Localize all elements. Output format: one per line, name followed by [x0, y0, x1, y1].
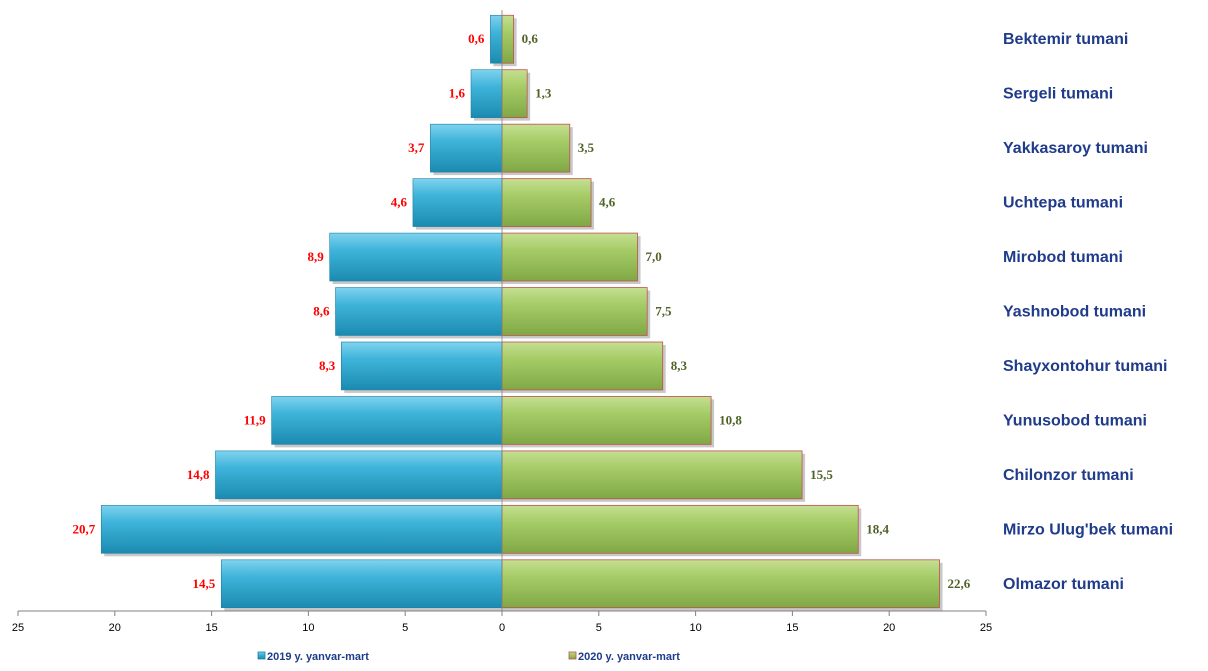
- value-label-2020-olmazor-tumani: 22,6: [948, 576, 971, 591]
- value-label-2019-mirzo-ulug-bek-tumani: 20,7: [72, 521, 95, 536]
- legend-item-2019: 2019 y. yanvar-mart: [257, 651, 369, 663]
- value-label-2019-sergeli-tumani: 1,6: [449, 86, 466, 101]
- bar-2020-yashnobod-tumani: [501, 287, 648, 336]
- bar-2020-yunusobod-tumani: [501, 396, 712, 445]
- bar-2020-mirzo-ulug-bek-tumani: [501, 504, 859, 554]
- value-label-2020-bektemir-tumani: 0,6: [522, 31, 539, 46]
- series-2020-bars: [501, 14, 943, 611]
- category-label-shayxontohur-tumani: Shayxontohur tumani: [1003, 358, 1167, 375]
- bar-2019-uchtepa-tumani: [412, 178, 503, 227]
- bar-2020-uchtepa-tumani: [501, 178, 592, 227]
- x-tick-label: 0: [499, 622, 505, 634]
- x-tick-label: 25: [980, 622, 992, 634]
- value-label-2020-chilonzor-tumani: 15,5: [810, 467, 833, 482]
- value-label-2019-mirobod-tumani: 8,9: [307, 249, 324, 264]
- value-label-2020-mirzo-ulug-bek-tumani: 18,4: [866, 521, 889, 536]
- value-label-2020-mirobod-tumani: 7,0: [646, 249, 662, 264]
- category-label-mirzo-ulug-bek-tumani: Mirzo Ulug'bek tumani: [1003, 521, 1173, 538]
- value-label-2019-yashnobod-tumani: 8,6: [313, 304, 330, 319]
- legend-item-2019-label: 2019 y. yanvar-mart: [267, 651, 369, 663]
- bar-2020-shayxontohur-tumani: [501, 341, 664, 391]
- bar-2020-chilonzor-tumani: [501, 450, 803, 500]
- category-label-mirobod-tumani: Mirobod tumani: [1003, 249, 1123, 266]
- value-label-2019-yakkasaroy-tumani: 3,7: [408, 140, 425, 155]
- bar-2019-olmazor-tumani: [220, 559, 503, 609]
- value-label-2019-chilonzor-tumani: 14,8: [187, 467, 210, 482]
- x-tick-label: 5: [402, 622, 408, 634]
- x-tick-label: 15: [786, 622, 798, 634]
- legend-item-2020: 2020 y. yanvar-mart: [568, 651, 680, 663]
- category-label-uchtepa-tumani: Uchtepa tumani: [1003, 195, 1123, 212]
- value-label-2020-sergeli-tumani: 1,3: [535, 86, 552, 101]
- value-label-2020-shayxontohur-tumani: 8,3: [671, 358, 688, 373]
- bar-2019-sergeli-tumani: [470, 69, 503, 118]
- value-label-2019-shayxontohur-tumani: 8,3: [319, 358, 336, 373]
- category-label-sergeli-tumani: Sergeli tumani: [1003, 86, 1113, 103]
- x-tick-label: 10: [689, 622, 701, 634]
- bar-2019-mirzo-ulug-bek-tumani: [100, 505, 503, 554]
- x-tick-label: 5: [596, 622, 602, 634]
- value-label-2019-olmazor-tumani: 14,5: [193, 576, 216, 591]
- bar-2020-bektemir-tumani: [501, 14, 515, 64]
- legend-item-2019-swatch: [257, 651, 266, 660]
- category-label-yunusobod-tumani: Yunusobod tumani: [1003, 412, 1147, 429]
- value-label-2020-yunusobod-tumani: 10,8: [719, 412, 742, 427]
- bar-2019-bektemir-tumani: [490, 14, 503, 64]
- legend-item-2020-swatch: [568, 651, 577, 660]
- category-label-chilonzor-tumani: Chilonzor tumani: [1003, 467, 1134, 484]
- value-label-2020-yashnobod-tumani: 7,5: [655, 304, 672, 319]
- value-label-2019-bektemir-tumani: 0,6: [468, 31, 485, 46]
- value-label-2019-uchtepa-tumani: 4,6: [391, 195, 408, 210]
- bar-2020-olmazor-tumani: [501, 559, 940, 609]
- bar-2020-yakkasaroy-tumani: [501, 123, 571, 173]
- category-label-yakkasaroy-tumani: Yakkasaroy tumani: [1003, 140, 1148, 157]
- category-label-olmazor-tumani: Olmazor tumani: [1003, 576, 1124, 593]
- bar-2019-shayxontohur-tumani: [341, 341, 503, 391]
- x-axis: 25 20 15 10 5 0 5 10 15 20 25: [12, 10, 992, 634]
- bar-2019-yashnobod-tumani: [335, 287, 503, 336]
- value-label-2019-yunusobod-tumani: 11,9: [244, 412, 267, 427]
- bar-2019-yakkasaroy-tumani: [430, 123, 503, 173]
- bar-2019-chilonzor-tumani: [215, 450, 503, 500]
- category-labels: Bektemir tumani Sergeli tumani Yakkasaroy …: [1003, 31, 1173, 593]
- legend-item-2020-label: 2020 y. yanvar-mart: [578, 651, 680, 663]
- x-tick-label: 10: [302, 622, 314, 634]
- value-label-2020-yakkasaroy-tumani: 3,5: [578, 140, 595, 155]
- bar-2019-mirobod-tumani: [329, 232, 503, 282]
- x-tick-label: 20: [883, 622, 895, 634]
- bar-2020-sergeli-tumani: [501, 69, 528, 119]
- category-label-yashnobod-tumani: Yashnobod tumani: [1003, 304, 1146, 321]
- x-tick-label: 15: [205, 622, 217, 634]
- x-tick-label: 20: [109, 622, 121, 634]
- category-label-bektemir-tumani: Bektemir tumani: [1003, 31, 1128, 48]
- bar-2020-mirobod-tumani: [501, 232, 638, 282]
- series-2019-bars: [100, 14, 506, 611]
- value-label-2020-uchtepa-tumani: 4,6: [599, 195, 616, 210]
- bar-2019-yunusobod-tumani: [271, 396, 503, 445]
- legend: 2019 y. yanvar-mart 2020 y. yanvar-mart: [257, 651, 680, 663]
- value-labels: 0,6 0,6 1,6 1,3 3,7 3,5 4,6 4,6 8,9 7,0 8,6 7,5 8,3 8…: [72, 31, 970, 591]
- x-tick-label: 25: [12, 622, 24, 634]
